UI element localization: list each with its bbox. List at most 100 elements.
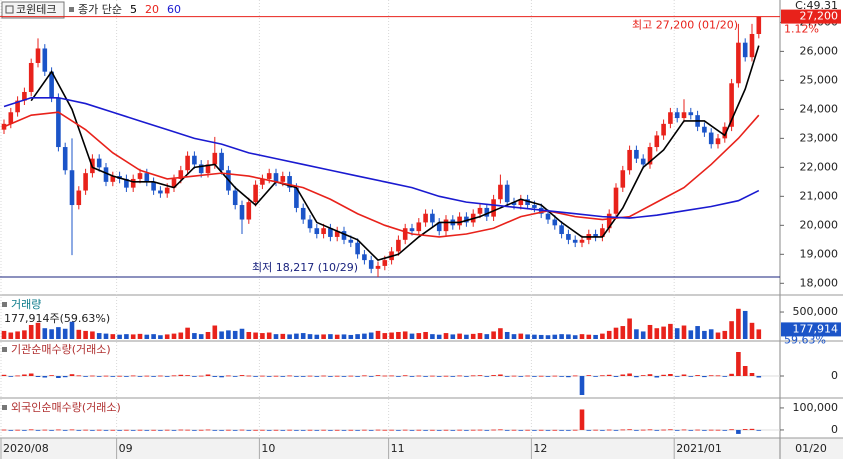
net-bar: [525, 429, 530, 431]
volume-bar: [300, 333, 306, 339]
net-bar: [307, 375, 313, 377]
net-bar: [389, 429, 394, 431]
pane-title: 기관순매수량(거래소): [11, 343, 111, 356]
volume-bar: [164, 334, 170, 339]
net-bar: [436, 376, 442, 377]
volume-bar: [402, 331, 408, 339]
candle-body: [341, 231, 347, 240]
net-bar: [742, 366, 748, 376]
volume-bar: [368, 332, 374, 339]
volume-bar: [457, 333, 462, 339]
net-bar: [430, 375, 435, 377]
candle-body: [287, 176, 292, 188]
candle-body: [321, 228, 326, 235]
net-bar: [334, 375, 340, 377]
net-bar: [484, 376, 490, 377]
y-tick-label: 23,000: [800, 131, 839, 144]
volume-bar: [76, 329, 82, 339]
net-bar: [246, 375, 252, 377]
net-bar: [49, 429, 54, 431]
net-bar: [15, 429, 20, 431]
candle-body: [35, 48, 41, 63]
y-tick-label: 100,000: [793, 401, 839, 414]
net-bar: [443, 429, 449, 431]
net-bar: [627, 429, 632, 431]
ma-line: [3, 111, 760, 238]
candle-body: [253, 184, 258, 203]
net-bar: [647, 374, 653, 376]
candle-body: [756, 16, 762, 34]
candle-body: [368, 260, 374, 269]
y-tick-label: 22,000: [800, 160, 839, 173]
net-bar: [103, 375, 109, 377]
volume-bar: [600, 333, 605, 339]
ma-label: 종가 단순: [78, 3, 122, 16]
net-bar: [355, 429, 360, 431]
net-bar: [76, 375, 82, 377]
net-bar: [239, 375, 245, 376]
net-bar: [35, 429, 41, 431]
candle-body: [566, 234, 571, 240]
net-bar: [749, 428, 755, 430]
volume-bar: [117, 334, 122, 339]
net-bar: [613, 429, 619, 431]
candle-body: [606, 213, 612, 229]
net-bar: [287, 429, 292, 431]
candle-body: [647, 147, 653, 165]
volume-bar: [110, 334, 116, 339]
volume-bar: [124, 334, 129, 339]
candle-body: [674, 112, 680, 119]
volume-bar: [56, 327, 61, 339]
candle-body: [375, 265, 381, 269]
candle-body: [559, 225, 564, 235]
current-volume: 177,914: [793, 322, 839, 335]
volume-bar: [130, 334, 136, 339]
volume-bar: [151, 334, 156, 339]
volume-bar: [559, 334, 564, 339]
net-bar: [627, 373, 632, 376]
volume-bar: [35, 322, 41, 339]
net-bar: [253, 376, 258, 377]
volume-bar: [355, 334, 360, 339]
net-bar: [715, 429, 721, 431]
volume-bar: [185, 327, 190, 339]
volume-bar: [226, 330, 231, 339]
net-bar: [742, 429, 748, 430]
net-bar: [606, 429, 612, 431]
volume-bar: [137, 333, 143, 339]
net-bar: [117, 375, 122, 377]
net-bar: [443, 375, 449, 377]
candle-body: [749, 33, 755, 58]
candle-body: [396, 239, 401, 252]
symbol-box[interactable]: [1, 1, 65, 19]
x-tick-label: 2020/08: [3, 442, 49, 455]
candle-body: [579, 239, 585, 243]
net-bar: [232, 376, 238, 377]
candle-body: [164, 187, 170, 194]
net-bar: [525, 375, 530, 377]
x-current-label: 01/20: [795, 442, 827, 455]
volume-bar: [260, 333, 265, 339]
candle-body: [192, 155, 197, 165]
candle-body: [83, 173, 88, 191]
candle-body: [729, 83, 734, 127]
volume-bar: [280, 333, 286, 339]
net-bar: [640, 429, 646, 431]
net-bar: [722, 429, 728, 431]
net-bar: [69, 429, 75, 431]
net-bar: [436, 429, 442, 431]
net-bar: [409, 376, 415, 377]
candle-body: [76, 190, 82, 206]
net-bar: [708, 375, 714, 377]
candle-body: [620, 170, 626, 188]
net-bar: [35, 376, 41, 377]
volume-bar: [328, 334, 333, 339]
net-bar: [674, 376, 680, 377]
net-bar: [423, 429, 428, 431]
net-bar: [681, 429, 687, 431]
volume-bar: [287, 334, 292, 339]
net-bar: [457, 375, 462, 377]
